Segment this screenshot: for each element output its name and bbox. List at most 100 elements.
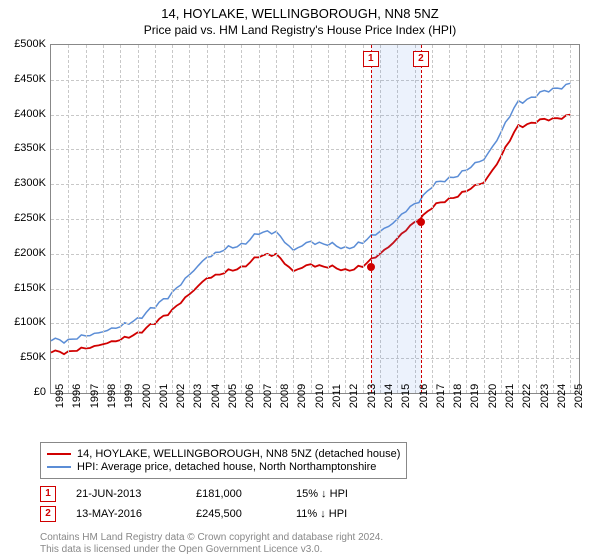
gridline-v	[311, 45, 312, 393]
gridline-v	[172, 45, 173, 393]
sale-data-row: 1 21-JUN-2013£181,00015% ↓ HPI	[40, 486, 416, 502]
sale-date: 21-JUN-2013	[76, 488, 196, 500]
gridline-v	[518, 45, 519, 393]
page-title: 14, HOYLAKE, WELLINGBOROUGH, NN8 5NZ	[0, 0, 600, 21]
x-axis-label: 1995	[54, 384, 66, 408]
gridline-v	[293, 45, 294, 393]
gridline-v	[86, 45, 87, 393]
gridline-v	[120, 45, 121, 393]
gridline-v	[155, 45, 156, 393]
x-axis-label: 1999	[123, 384, 135, 408]
x-axis-label: 1997	[89, 384, 101, 408]
x-axis-label: 2015	[400, 384, 412, 408]
gridline-v	[363, 45, 364, 393]
gridline-v	[276, 45, 277, 393]
sale-marker-box-inline: 1	[40, 486, 56, 502]
sale-marker-box: 1	[363, 51, 379, 67]
x-axis-label: 2018	[452, 384, 464, 408]
gridline-v	[553, 45, 554, 393]
x-axis-label: 2001	[158, 384, 170, 408]
gridline-h	[51, 358, 579, 359]
x-axis-label: 2012	[348, 384, 360, 408]
gridline-v	[536, 45, 537, 393]
x-axis-label: 1996	[71, 384, 83, 408]
gridline-v	[449, 45, 450, 393]
gridline-v	[259, 45, 260, 393]
legend-label-hpi: HPI: Average price, detached house, Nort…	[77, 461, 376, 473]
x-axis-label: 2016	[418, 384, 430, 408]
gridline-h	[51, 184, 579, 185]
sale-date: 13-MAY-2016	[76, 508, 196, 520]
sale-marker-line	[371, 45, 372, 393]
x-axis-label: 2020	[487, 384, 499, 408]
sale-price: £245,500	[196, 508, 296, 520]
x-axis-label: 2014	[383, 384, 395, 408]
x-axis-label: 2024	[556, 384, 568, 408]
sales-table: 1 21-JUN-2013£181,00015% ↓ HPI 2 13-MAY-201…	[40, 486, 416, 526]
gridline-h	[51, 289, 579, 290]
y-axis-label: £350K	[14, 142, 46, 154]
gridline-v	[138, 45, 139, 393]
gridline-v	[103, 45, 104, 393]
y-axis-label: £300K	[14, 177, 46, 189]
gridline-v	[432, 45, 433, 393]
gridline-v	[466, 45, 467, 393]
price-chart: 12	[50, 44, 580, 394]
y-axis-label: £100K	[14, 316, 46, 328]
gridline-v	[207, 45, 208, 393]
y-axis-label: £500K	[14, 38, 46, 50]
y-axis-label: £450K	[14, 73, 46, 85]
gridline-h	[51, 115, 579, 116]
legend-item-paid: 14, HOYLAKE, WELLINGBOROUGH, NN8 5NZ (de…	[47, 448, 400, 460]
x-axis-label: 2005	[227, 384, 239, 408]
y-axis-label: £50K	[20, 351, 46, 363]
legend-swatch-hpi	[47, 466, 71, 468]
legend-item-hpi: HPI: Average price, detached house, Nort…	[47, 461, 400, 473]
sale-period-band	[371, 45, 421, 393]
x-axis-label: 2007	[262, 384, 274, 408]
gridline-v	[570, 45, 571, 393]
x-axis-label: 1998	[106, 384, 118, 408]
gridline-h	[51, 80, 579, 81]
sale-marker-box-inline: 2	[40, 506, 56, 522]
y-axis-label: £400K	[14, 108, 46, 120]
x-axis-label: 2008	[279, 384, 291, 408]
x-axis-label: 2023	[539, 384, 551, 408]
footer-line2: This data is licensed under the Open Gov…	[40, 544, 383, 556]
y-axis-label: £250K	[14, 212, 46, 224]
x-axis-label: 2000	[141, 384, 153, 408]
x-axis-label: 2017	[435, 384, 447, 408]
gridline-v	[484, 45, 485, 393]
gridline-v	[189, 45, 190, 393]
gridline-h	[51, 219, 579, 220]
footer-line1: Contains HM Land Registry data © Crown c…	[40, 532, 383, 544]
x-axis-label: 2019	[469, 384, 481, 408]
x-axis-label: 2006	[244, 384, 256, 408]
gridline-v	[224, 45, 225, 393]
sale-marker-box: 2	[413, 51, 429, 67]
gridline-h	[51, 323, 579, 324]
gridline-h	[51, 149, 579, 150]
legend-swatch-paid	[47, 453, 71, 455]
x-axis-label: 2004	[210, 384, 222, 408]
x-axis-label: 2025	[573, 384, 585, 408]
sale-vs-hpi: 11% ↓ HPI	[296, 508, 416, 520]
y-axis-label: £0	[34, 386, 46, 398]
x-axis-label: 2022	[521, 384, 533, 408]
gridline-v	[328, 45, 329, 393]
y-axis-label: £150K	[14, 282, 46, 294]
sale-marker-dot	[367, 263, 375, 271]
y-axis-label: £200K	[14, 247, 46, 259]
sale-price: £181,000	[196, 488, 296, 500]
x-axis-label: 2021	[504, 384, 516, 408]
sale-vs-hpi: 15% ↓ HPI	[296, 488, 416, 500]
gridline-v	[241, 45, 242, 393]
legend-label-paid: 14, HOYLAKE, WELLINGBOROUGH, NN8 5NZ (de…	[77, 448, 400, 460]
gridline-v	[345, 45, 346, 393]
chart-legend: 14, HOYLAKE, WELLINGBOROUGH, NN8 5NZ (de…	[40, 442, 407, 479]
page-subtitle: Price paid vs. HM Land Registry's House …	[0, 21, 600, 41]
gridline-h	[51, 254, 579, 255]
gridline-v	[68, 45, 69, 393]
footer-attribution: Contains HM Land Registry data © Crown c…	[40, 532, 383, 556]
x-axis-label: 2010	[314, 384, 326, 408]
